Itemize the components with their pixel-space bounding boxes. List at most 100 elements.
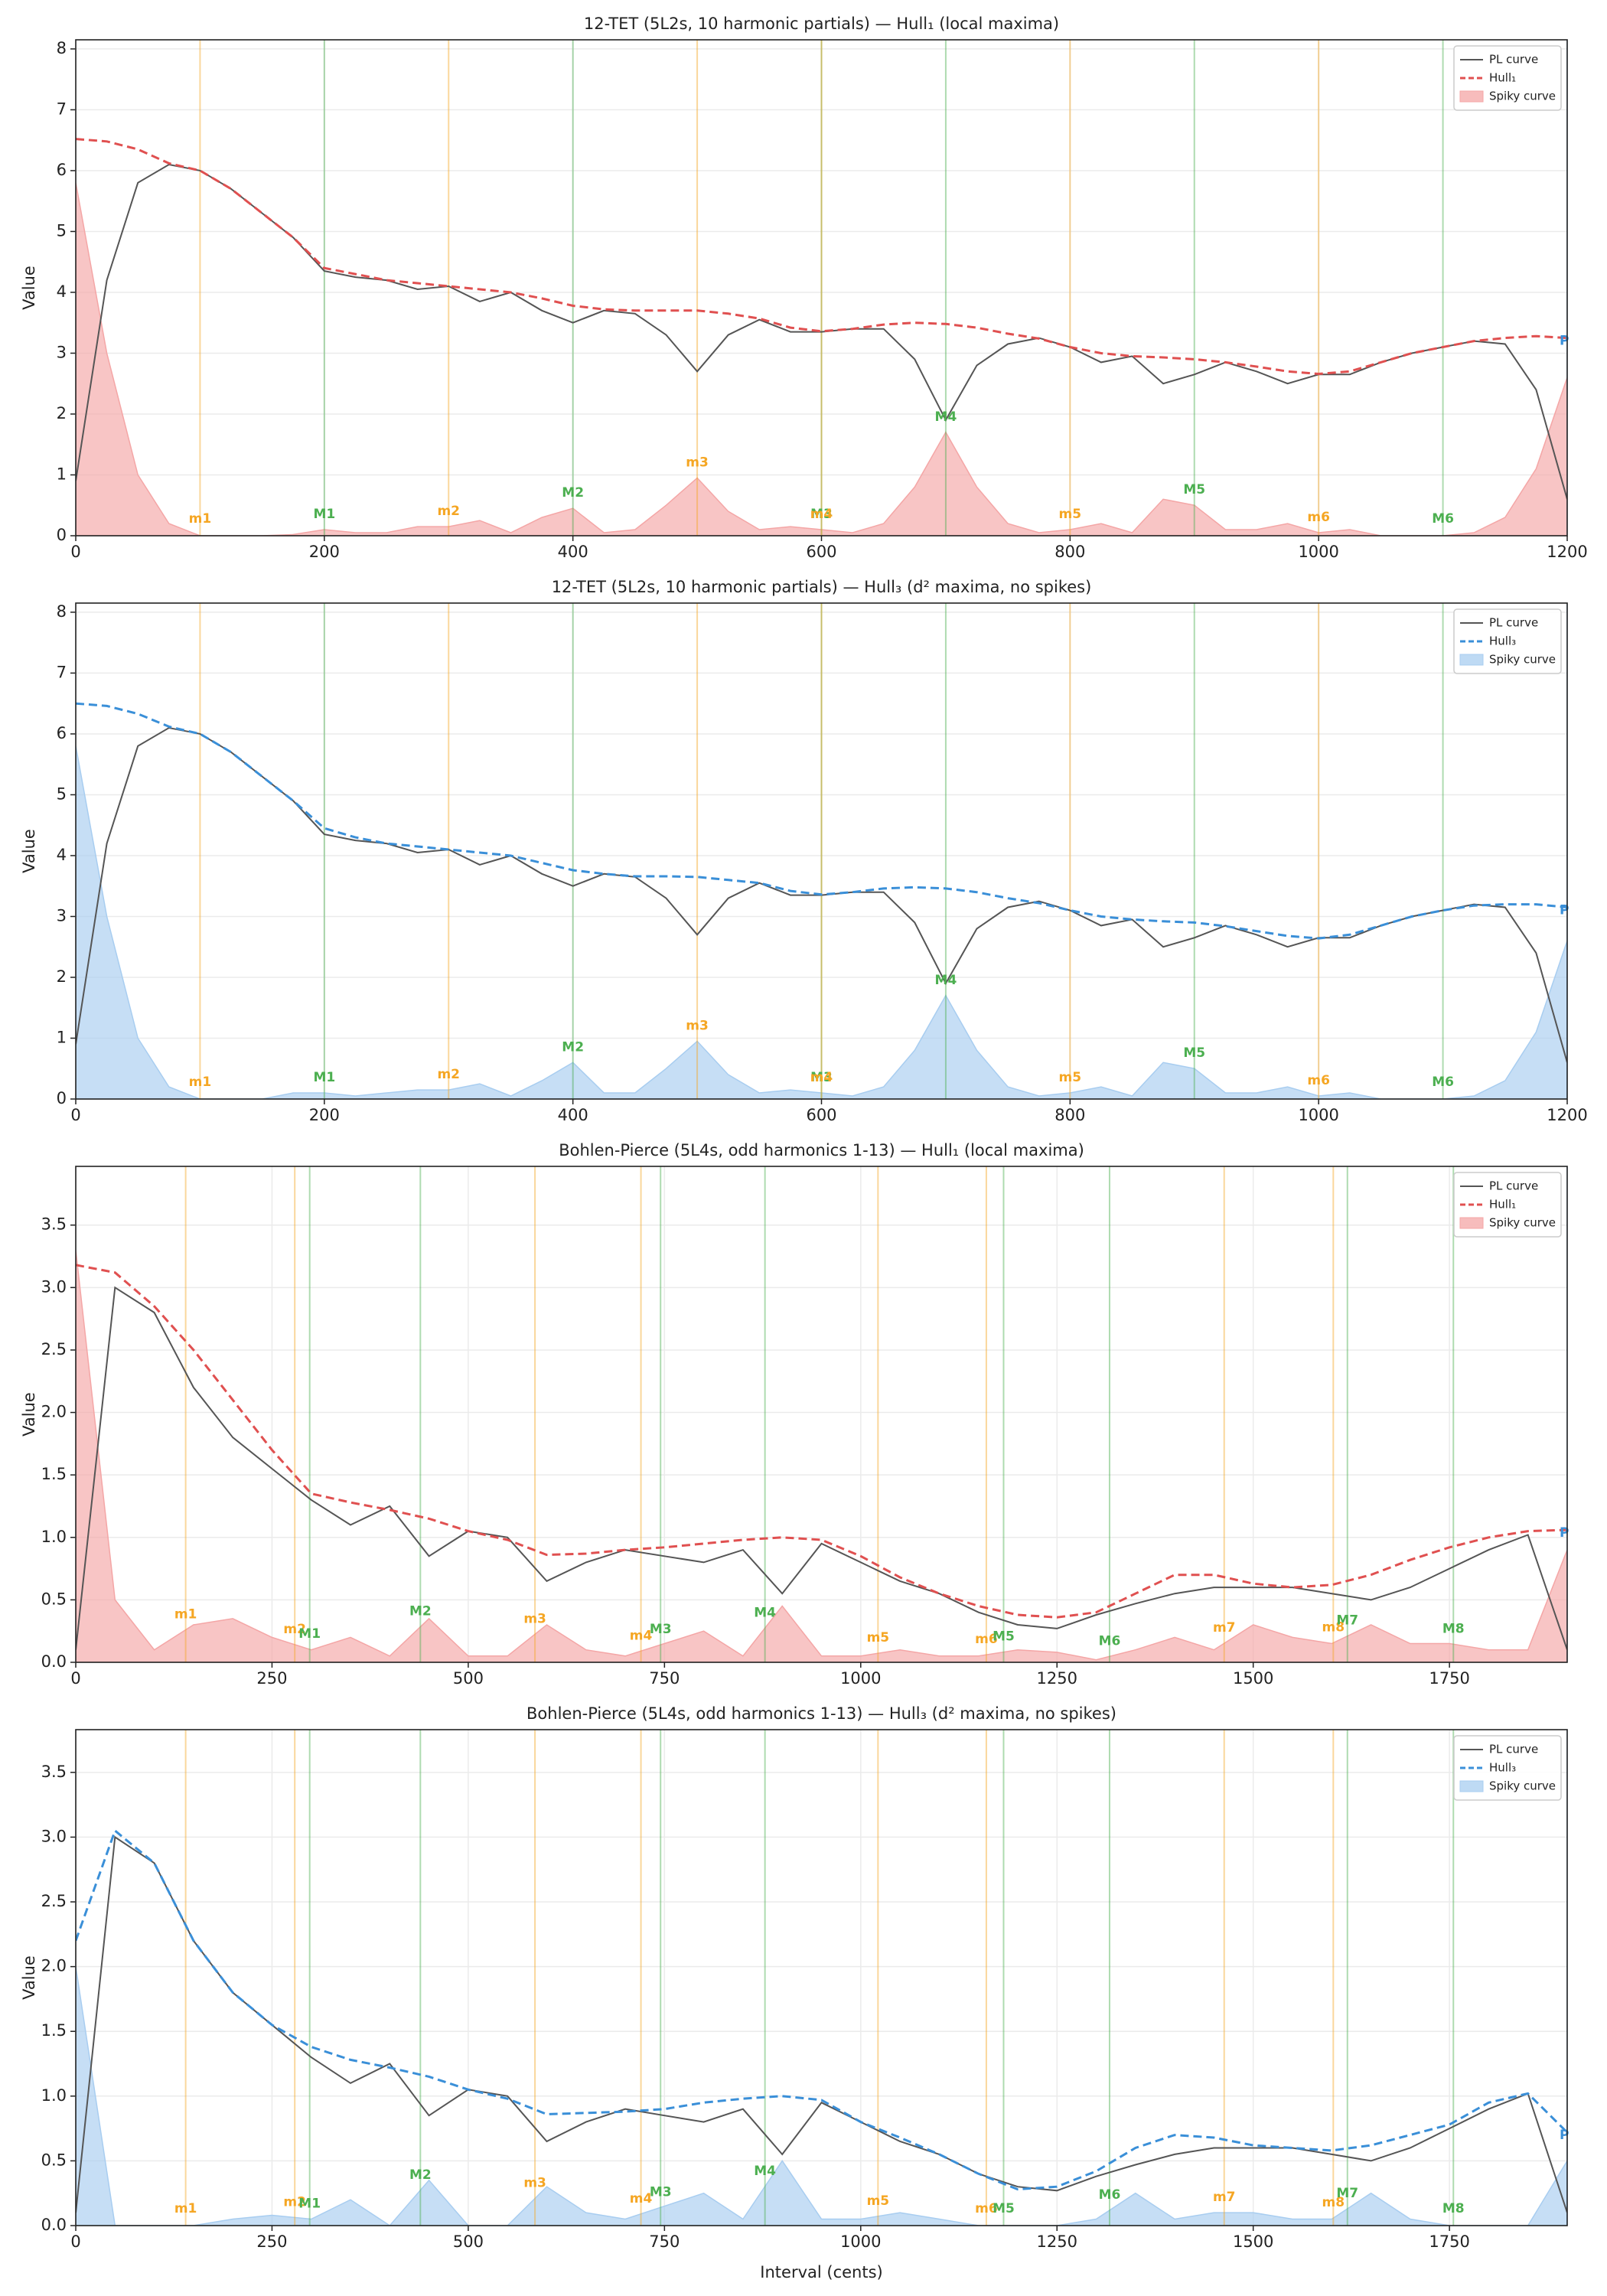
y-tick-label: 2 <box>57 967 67 986</box>
x-tick-label: 1000 <box>1298 543 1338 561</box>
marker-label: M7 <box>1336 1613 1358 1629</box>
x-axis-label: Interval (cents) <box>760 2263 882 2281</box>
panel: Bohlen-Pierce (5L4s, odd harmonics 1-13)… <box>20 1141 1569 1688</box>
hull-line <box>76 1264 1567 1619</box>
marker-label: M3 <box>810 1070 833 1085</box>
legend-swatch <box>1459 1217 1484 1229</box>
marker-label: M2 <box>409 2167 432 2183</box>
y-tick-label: 3.5 <box>41 1215 67 1234</box>
x-tick-label: 1000 <box>840 1669 881 1688</box>
marker-label: M8 <box>1442 2201 1465 2216</box>
marker-label: M5 <box>1183 482 1205 497</box>
legend-swatch <box>1459 1780 1484 1792</box>
marker-label: m3 <box>686 1018 709 1033</box>
y-tick-label: 5 <box>57 784 67 803</box>
x-tick-label: 200 <box>309 1106 340 1124</box>
x-tick-label: 250 <box>256 1669 287 1688</box>
x-tick-label: 750 <box>649 2232 680 2251</box>
marker-label: m2 <box>437 1067 460 1082</box>
legend-label: Hull₁ <box>1489 71 1516 85</box>
y-tick-label: 7 <box>57 663 67 681</box>
legend: PL curve Hull₁ Spiky curve <box>1453 45 1562 111</box>
marker-label: M4 <box>754 2164 776 2179</box>
y-axis-label: Value <box>20 829 38 873</box>
y-tick-label: 2.5 <box>41 1340 67 1358</box>
y-tick-label: 0.5 <box>41 2151 67 2169</box>
y-tick-label: 1.0 <box>41 1528 67 1546</box>
y-tick-label: 8 <box>57 602 67 621</box>
x-tick-label: 0 <box>70 1669 80 1688</box>
x-tick-label: 400 <box>558 1106 588 1124</box>
marker-label: m4 <box>810 507 833 522</box>
plot-frame <box>75 39 1568 536</box>
y-tick-label: 5 <box>57 221 67 240</box>
plot-area <box>76 603 1567 1099</box>
marker-label: m6 <box>1307 510 1330 525</box>
marker-label: m4 <box>630 1628 653 1643</box>
x-tick-label: 600 <box>806 543 836 561</box>
x-tick-label: 600 <box>806 1106 836 1124</box>
plot-frame <box>75 1166 1568 1663</box>
marker-label: m2 <box>437 504 460 519</box>
y-tick-label: 3.5 <box>41 1763 67 1781</box>
legend-label: Hull₃ <box>1489 1761 1516 1775</box>
marker-label: m5 <box>867 1630 890 1645</box>
legend-label: Hull₃ <box>1489 634 1516 648</box>
y-tick-label: 0.5 <box>41 1590 67 1608</box>
plot-area <box>76 40 1567 536</box>
marker-label: M7 <box>1336 2186 1358 2201</box>
y-tick-label: 3.0 <box>41 1277 67 1296</box>
x-tick-label: 800 <box>1054 543 1085 561</box>
y-tick-label: 7 <box>57 99 67 118</box>
marker-label: M4 <box>754 1605 776 1620</box>
marker-label: M4 <box>935 409 957 425</box>
y-tick-label: 0 <box>57 1089 67 1107</box>
pl-line <box>76 1835 1567 2213</box>
x-tick-label: 250 <box>256 2232 287 2251</box>
marker-label: M5 <box>993 1629 1015 1645</box>
x-tick-label: 800 <box>1054 1106 1085 1124</box>
marker-label: m2 <box>283 1622 306 1637</box>
marker-label: M1 <box>313 507 335 522</box>
y-tick-label: 0.0 <box>41 1652 67 1671</box>
panel-title: Bohlen-Pierce (5L4s, odd harmonics 1-13)… <box>526 1704 1116 1723</box>
marker-label: M1 <box>298 2196 321 2211</box>
y-axis-label: Value <box>20 1955 38 2000</box>
y-tick-label: 8 <box>57 39 67 57</box>
marker-label: m7 <box>1213 2190 1236 2205</box>
spiky-area <box>76 1966 1567 2226</box>
legend: PL curve Hull₃ Spiky curve <box>1453 1735 1562 1801</box>
y-tick-label: 6 <box>57 724 67 742</box>
legend-label: PL curve <box>1489 1179 1538 1193</box>
y-tick-label: 0.0 <box>41 2216 67 2234</box>
legend-label: Spiky curve <box>1489 653 1556 667</box>
hull-line <box>76 1828 1567 2191</box>
y-axis-label: Value <box>20 1392 38 1437</box>
marker-label: m1 <box>174 2201 197 2216</box>
marker-label: M3 <box>810 507 833 522</box>
legend-label: Spiky curve <box>1489 1216 1556 1230</box>
panel: Bohlen-Pierce (5L4s, odd harmonics 1-13)… <box>20 1704 1569 2281</box>
y-tick-label: 2.0 <box>41 1403 67 1421</box>
marker-label: m4 <box>630 2191 653 2206</box>
marker-label: M8 <box>1442 1621 1465 1636</box>
y-tick-label: 1.0 <box>41 2086 67 2105</box>
y-tick-label: 6 <box>57 161 67 179</box>
y-tick-label: 1.5 <box>41 2021 67 2040</box>
marker-label: M2 <box>562 1039 584 1055</box>
y-tick-label: 1 <box>57 465 67 483</box>
marker-label: M1 <box>298 1626 321 1642</box>
x-tick-label: 1000 <box>1298 1106 1338 1124</box>
x-tick-label: 0 <box>70 2232 80 2251</box>
plot-area <box>76 1166 1567 1662</box>
legend-swatch <box>1459 654 1484 666</box>
hull-line <box>76 138 1567 376</box>
marker-label: m5 <box>1059 507 1082 522</box>
y-tick-label: 1.5 <box>41 1465 67 1483</box>
marker-label: M5 <box>1183 1045 1205 1061</box>
pl-line <box>76 1286 1567 1651</box>
legend-label: PL curve <box>1489 1743 1538 1756</box>
marker-label: m3 <box>523 2175 546 2190</box>
marker-label: M6 <box>1432 1075 1454 1090</box>
